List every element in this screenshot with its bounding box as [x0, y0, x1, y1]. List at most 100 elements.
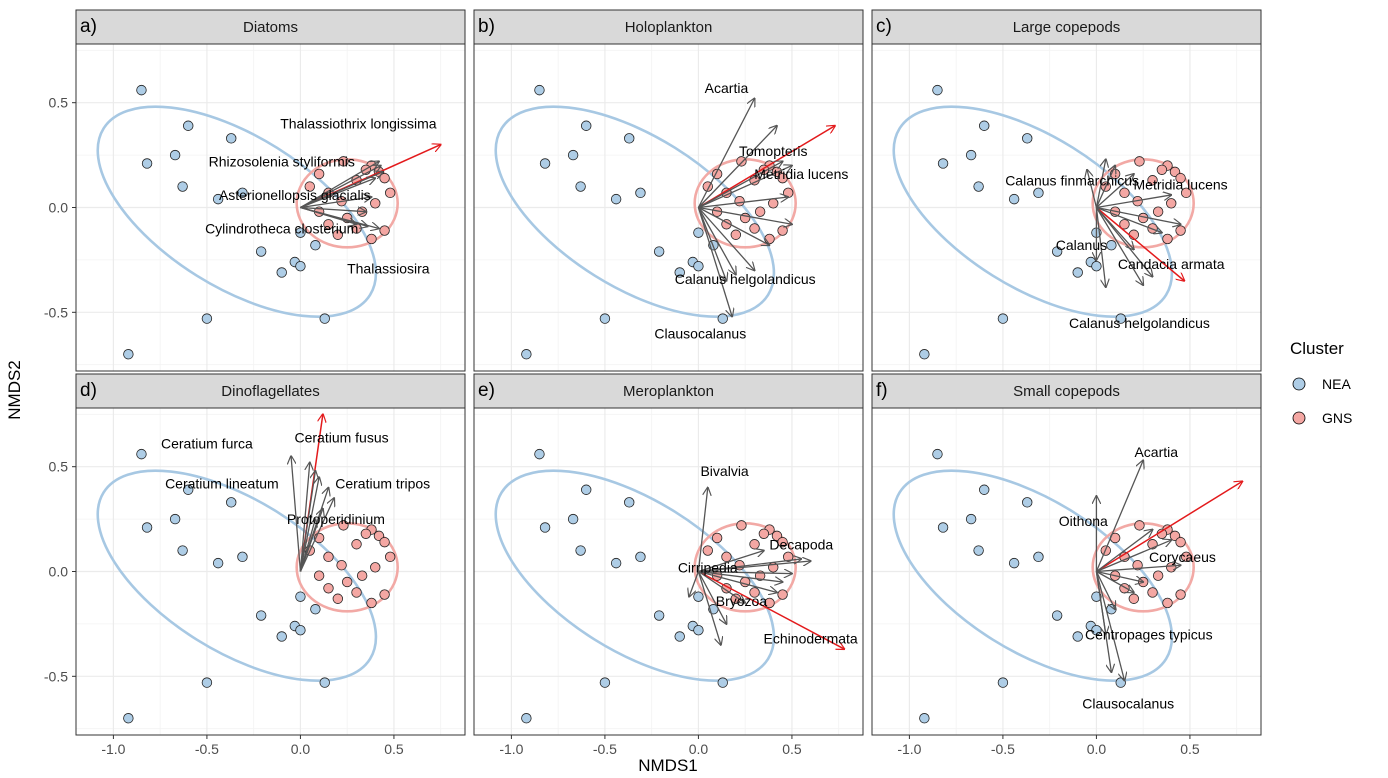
panel-strip: [75, 373, 466, 409]
site-point-nea: [237, 551, 248, 563]
plot-content: [892, 448, 1243, 724]
site-point-nea: [295, 591, 306, 602]
site-point-nea: [624, 133, 635, 144]
species-vector: [1096, 540, 1171, 573]
site-point-gns: [356, 570, 368, 581]
species-vector: [1096, 565, 1180, 573]
site-point-nea: [226, 133, 237, 144]
site-point-gns: [1152, 570, 1164, 581]
panel-title: Dinoflagellates: [221, 383, 319, 400]
site-point-gns: [782, 187, 794, 199]
vector-label: Calanus finmarchicus: [1005, 172, 1139, 188]
panel-strip: [871, 9, 1262, 45]
species-vector: [299, 471, 315, 572]
vector-label: Acartia: [705, 80, 749, 96]
y-tick-label: 0.5: [49, 95, 69, 111]
species-vector: [300, 161, 379, 209]
panel-border: [473, 43, 864, 372]
fitted-vector-red: [1096, 481, 1242, 573]
site-point-nea: [141, 522, 153, 533]
fitted-vector-red: [698, 126, 835, 209]
site-point-nea: [1091, 591, 1102, 602]
site-point-gns: [734, 196, 745, 207]
site-point-nea: [965, 149, 977, 161]
panel-meroplankton: Meroplankton e) Bivalvia Decapoda Cirripedia…: [473, 373, 864, 757]
y-tick-label: -0.5: [44, 304, 68, 320]
site-point-nea: [276, 267, 287, 278]
species-vector: [1095, 571, 1124, 681]
site-point-gns: [1175, 172, 1186, 184]
species-vector: [300, 208, 365, 212]
site-point-nea: [226, 497, 237, 508]
site-point-gns: [768, 198, 779, 209]
species-vector: [1095, 207, 1152, 277]
species-vector: [299, 519, 315, 572]
species-vector: [698, 570, 745, 603]
vector-label: Tomopteris: [739, 143, 807, 159]
site-point-nea: [201, 677, 213, 688]
site-point-nea: [1072, 631, 1083, 642]
site-point-nea: [169, 149, 181, 161]
site-point-nea: [1051, 246, 1063, 257]
legend-key-nea: [1292, 377, 1306, 391]
x-tick-label: -0.5: [195, 741, 219, 757]
vector-label: Cylindrotheca closterium: [205, 220, 358, 236]
site-point-gns: [1156, 164, 1168, 175]
species-vector: [291, 456, 302, 572]
site-point-nea: [937, 158, 949, 169]
panel-holoplankton: Holoplankton b) Acartia Tomopteris Metridia …: [473, 9, 864, 372]
species-vector: [300, 178, 375, 209]
site-point-nea: [979, 120, 990, 131]
panel-strip: [473, 373, 864, 409]
y-axis-title: NMDS2: [5, 360, 24, 420]
site-point-nea: [169, 513, 181, 525]
site-point-nea: [932, 84, 943, 96]
vector-label: Asterionellopsis glacialis: [219, 187, 371, 203]
site-point-nea: [237, 187, 248, 199]
site-point-gns: [754, 206, 766, 217]
site-point-gns: [1134, 520, 1145, 531]
site-point-gns: [341, 576, 353, 588]
site-point-nea: [255, 610, 267, 621]
vector-label: Acartia: [1134, 444, 1178, 460]
vector-label: Echinodermata: [764, 631, 858, 647]
site-point-gns: [384, 551, 396, 563]
panel-small-copepods: Small copepods f) Acartia Oithona Corycaeus C…: [871, 373, 1262, 757]
site-point-gns: [736, 156, 747, 167]
ellipse-nea: [96, 105, 378, 318]
species-vector: [697, 571, 726, 624]
vector-label: Clausocalanus: [654, 325, 746, 341]
site-point-nea: [610, 193, 622, 205]
vector-label: Ceratium fusus: [294, 429, 388, 445]
site-point-nea: [973, 545, 984, 556]
panel-tag: b): [478, 16, 495, 37]
species-vector: [1096, 206, 1180, 225]
species-vector: [698, 206, 769, 246]
site-point-nea: [539, 158, 551, 169]
site-point-gns: [1180, 551, 1192, 563]
grid-lines: [76, 44, 465, 371]
panel-title: Small copepods: [1013, 383, 1120, 400]
species-vector: [1096, 570, 1133, 593]
site-point-nea: [693, 624, 704, 636]
panel-tag: f): [876, 380, 888, 401]
species-vector: [697, 207, 754, 271]
vector-label: Centropages typicus: [1085, 626, 1213, 642]
ellipse-nea: [892, 469, 1174, 682]
species-vector: [1096, 195, 1171, 209]
site-point-nea: [973, 181, 984, 192]
site-point-gns: [379, 536, 390, 548]
site-point-nea: [1091, 260, 1102, 272]
site-point-nea: [177, 181, 188, 192]
species-vector: [698, 197, 788, 209]
species-vector: [698, 206, 792, 225]
site-point-nea: [1051, 610, 1063, 621]
site-point-gns: [366, 597, 377, 609]
vector-label: Metridia lucens: [1134, 176, 1228, 192]
site-point-nea: [539, 522, 551, 533]
site-point-gns: [1166, 198, 1177, 209]
site-point-gns: [1119, 187, 1130, 199]
site-point-nea: [534, 448, 545, 460]
site-point-nea: [919, 349, 930, 360]
species-vector: [1095, 207, 1143, 286]
